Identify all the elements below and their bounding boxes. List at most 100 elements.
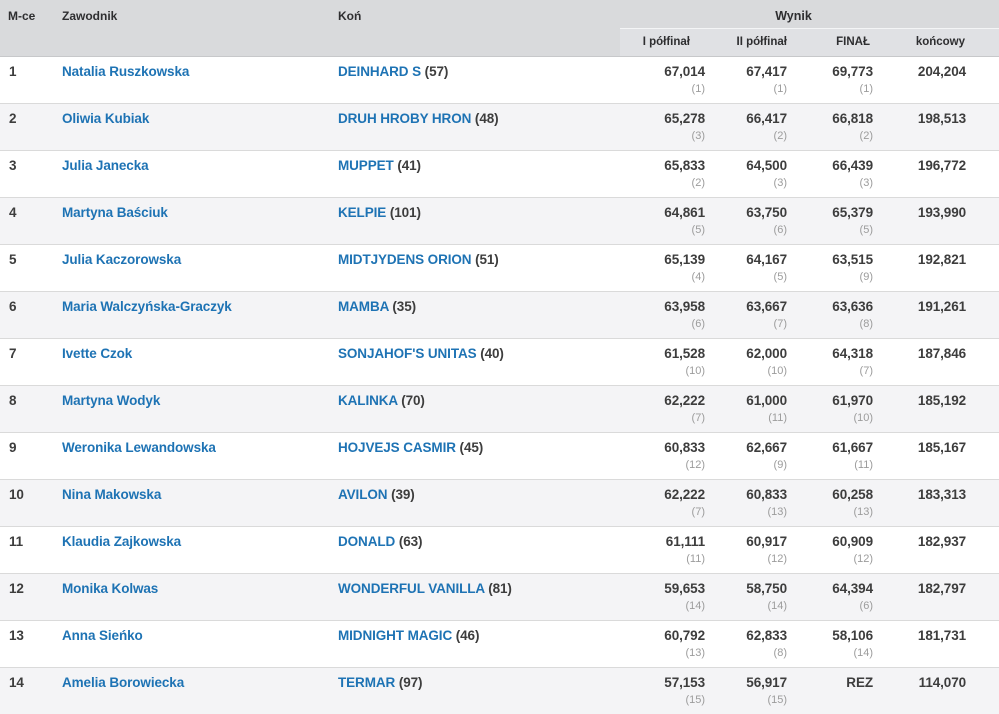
semifinal1-rank: (5) [691,223,705,236]
table-row: 7 Ivette Czok SONJAHOF'S UNITAS (40) 61,… [0,338,999,385]
rider-link[interactable]: Julia Kaczorowska [62,251,182,267]
rider-link[interactable]: Monika Kolwas [62,580,159,596]
place-value: 6 [9,298,17,314]
column-header-horse: Koń [337,0,620,56]
semifinal2-value: 66,417 [746,110,787,126]
semifinal2-value: 64,167 [746,251,787,267]
rider-link[interactable]: Julia Janecka [62,157,149,173]
semifinal2-rank: (3) [773,176,787,189]
rider-link[interactable]: Maria Walczyńska-Graczyk [62,298,232,314]
semifinal1-rank: (6) [691,317,705,330]
rider-link[interactable]: Nina Makowska [62,486,162,502]
semifinal1-value: 65,139 [664,251,705,267]
final-rank: (2) [859,129,873,142]
final-value: 64,318 [832,345,873,361]
semifinal1-value: 65,278 [664,110,705,126]
rider-link[interactable]: Natalia Ruszkowska [62,63,190,79]
final-rank: (12) [853,552,873,565]
table-row: 10 Nina Makowska AVILON (39) 62,222 (7) … [0,479,999,526]
rider-link[interactable]: Martyna Wodyk [62,392,161,408]
results-table-header: M-ce Zawodnik Koń Wynik I półfinał II pó… [0,0,999,56]
horse-link[interactable]: MIDTJYDENS ORION [338,251,472,267]
horse-number: (63) [398,533,423,549]
final-rank: (5) [859,223,873,236]
place-value: 8 [9,392,17,408]
horse-link[interactable]: MIDNIGHT MAGIC [338,627,453,643]
horse-number: (41) [397,157,421,173]
horse-link[interactable]: AVILON [338,486,388,502]
final-value: 61,970 [832,392,873,408]
semifinal2-rank: (5) [773,270,787,283]
semifinal2-value: 61,000 [746,392,787,408]
rider-link[interactable]: Klaudia Zajkowska [62,533,182,549]
place-value: 2 [9,110,17,126]
horse-link[interactable]: MAMBA [338,298,389,314]
rider-link[interactable]: Oliwia Kubiak [62,110,150,126]
total-value: 192,821 [917,251,967,267]
rider-link[interactable]: Anna Sieńko [62,627,143,643]
table-row: 11 Klaudia Zajkowska DONALD (63) 61,111 … [0,526,999,573]
horse-number: (97) [398,674,423,690]
semifinal1-value: 60,792 [664,627,705,643]
rider-link[interactable]: Martyna Baściuk [62,204,168,220]
horse-number: (39) [391,486,415,502]
horse-number: (70) [401,392,425,408]
semifinal1-rank: (4) [691,270,705,283]
horse-link[interactable]: DRUH HROBY HRON [338,110,472,126]
final-value: 60,909 [832,533,873,549]
semifinal1-value: 61,528 [664,345,705,361]
horse-link[interactable]: DONALD [338,533,396,549]
total-value: 187,846 [917,345,967,361]
table-row: 5 Julia Kaczorowska MIDTJYDENS ORION (51… [0,244,999,291]
semifinal1-value: 65,833 [664,157,705,173]
place-value: 11 [9,533,24,549]
horse-link[interactable]: KALINKA [338,392,398,408]
table-row: 4 Martyna Baściuk KELPIE (101) 64,861 (5… [0,197,999,244]
final-value: 64,394 [832,580,873,596]
horse-link[interactable]: TERMAR [338,674,396,690]
semifinal2-rank: (6) [773,223,787,236]
rider-link[interactable]: Amelia Borowiecka [62,674,185,690]
table-row: 12 Monika Kolwas WONDERFUL VANILLA (81) … [0,573,999,620]
horse-link[interactable]: KELPIE [338,204,387,220]
table-row: 8 Martyna Wodyk KALINKA (70) 62,222 (7) … [0,385,999,432]
semifinal1-rank: (11) [686,552,705,565]
horse-link[interactable]: HOJVEJS CASMIR [338,439,456,455]
final-value: 66,439 [832,157,873,173]
semifinal2-rank: (7) [773,317,787,330]
semifinal2-rank: (2) [773,129,787,142]
horse-link[interactable]: MUPPET [338,157,394,173]
table-row: 1 Natalia Ruszkowska DEINHARD S (57) 67,… [0,56,999,103]
semifinal2-rank: (9) [773,458,787,471]
final-rank: (7) [859,364,873,377]
rider-link[interactable]: Ivette Czok [62,345,133,361]
total-value: 185,192 [917,392,967,408]
rider-link[interactable]: Weronika Lewandowska [62,439,216,455]
final-value: 66,818 [832,110,873,126]
final-value: 58,106 [832,627,873,643]
horse-link[interactable]: DEINHARD S [338,63,422,79]
total-value: 193,990 [917,204,967,220]
semifinal1-value: 60,833 [664,439,705,455]
semifinal1-rank: (10) [685,364,705,377]
place-value: 1 [9,63,17,79]
column-header-final: FINAŁ [797,28,882,56]
semifinal2-value: 58,750 [746,580,787,596]
semifinal2-value: 60,833 [746,486,787,502]
horse-number: (46) [455,627,480,643]
semifinal1-rank: (3) [691,129,705,142]
semifinal1-rank: (7) [691,411,705,424]
horse-number: (51) [475,251,499,267]
total-value: 196,772 [917,157,967,173]
semifinal1-value: 63,958 [664,298,705,314]
final-rank: (13) [853,505,873,518]
final-value: 65,379 [832,204,873,220]
semifinal1-value: 64,861 [664,204,705,220]
place-value: 12 [9,580,24,596]
semifinal2-value: 60,917 [746,533,787,549]
horse-link[interactable]: WONDERFUL VANILLA [338,580,485,596]
place-value: 7 [9,345,17,361]
semifinal1-value: 61,111 [665,533,705,549]
horse-link[interactable]: SONJAHOF'S UNITAS [338,345,477,361]
semifinal2-value: 56,917 [746,674,787,690]
